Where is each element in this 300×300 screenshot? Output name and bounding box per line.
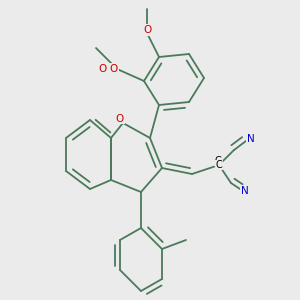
Text: O: O bbox=[110, 64, 118, 74]
Text: N: N bbox=[247, 134, 254, 145]
Text: O: O bbox=[143, 25, 151, 35]
Text: O: O bbox=[98, 64, 106, 74]
Text: O: O bbox=[116, 113, 124, 124]
Text: C: C bbox=[216, 160, 222, 170]
Text: N: N bbox=[241, 185, 248, 196]
Text: C: C bbox=[214, 155, 221, 166]
